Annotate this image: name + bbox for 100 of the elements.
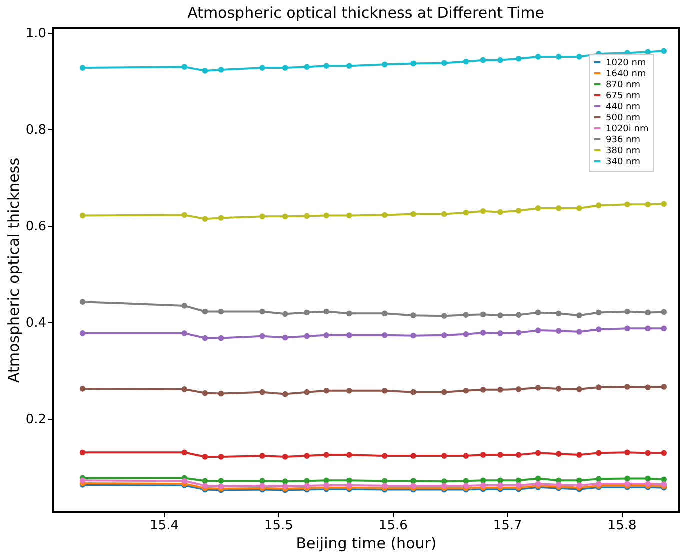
point xyxy=(516,452,522,458)
point xyxy=(324,452,330,458)
point xyxy=(410,453,416,459)
point xyxy=(182,478,188,484)
point xyxy=(410,211,416,218)
point xyxy=(645,476,652,482)
x-tick-label: 15.5 xyxy=(264,518,294,534)
point xyxy=(282,391,288,398)
point xyxy=(410,483,416,489)
point xyxy=(382,388,388,394)
y-tick-label: 0.8 xyxy=(26,122,46,138)
point xyxy=(576,386,582,392)
point xyxy=(441,313,448,319)
legend-label: 1640 nm xyxy=(606,70,646,80)
point xyxy=(645,202,652,208)
point xyxy=(661,384,668,390)
point xyxy=(624,476,630,482)
point xyxy=(624,308,630,315)
point xyxy=(202,308,208,315)
point xyxy=(304,333,310,340)
point xyxy=(304,213,310,220)
point xyxy=(480,330,486,336)
point xyxy=(556,54,562,60)
point xyxy=(218,67,224,73)
point xyxy=(182,303,188,309)
x-tick-label: 15.4 xyxy=(150,518,179,534)
point xyxy=(324,332,330,338)
point xyxy=(463,210,470,216)
point xyxy=(218,308,224,315)
point xyxy=(260,483,266,489)
point xyxy=(182,450,188,456)
point xyxy=(80,330,86,336)
point xyxy=(498,452,504,458)
point xyxy=(516,386,522,392)
point xyxy=(463,58,470,65)
point xyxy=(324,308,330,315)
point xyxy=(576,452,582,458)
point xyxy=(463,388,470,394)
point xyxy=(324,482,330,488)
point xyxy=(516,482,522,488)
point xyxy=(535,328,542,334)
point xyxy=(661,201,668,208)
point xyxy=(645,450,652,456)
point xyxy=(463,312,470,318)
point xyxy=(463,332,470,338)
point xyxy=(645,310,652,316)
point xyxy=(346,388,352,394)
point xyxy=(346,332,352,338)
point xyxy=(624,450,630,456)
point xyxy=(202,390,208,396)
point xyxy=(382,62,388,68)
legend-label: 380 nm xyxy=(606,146,641,156)
point xyxy=(218,390,224,397)
point xyxy=(182,64,188,70)
point xyxy=(661,326,668,332)
point xyxy=(382,453,388,459)
point xyxy=(480,452,486,458)
point xyxy=(80,450,86,456)
point xyxy=(624,326,630,332)
point xyxy=(535,476,542,482)
point xyxy=(324,388,330,394)
point xyxy=(282,214,288,220)
point xyxy=(516,208,522,214)
point xyxy=(516,56,522,62)
legend-label: 870 nm xyxy=(606,80,641,90)
point xyxy=(556,310,562,317)
point xyxy=(498,209,504,216)
point xyxy=(304,310,310,316)
point xyxy=(516,312,522,318)
x-tick-label: 15.6 xyxy=(378,518,408,534)
point xyxy=(441,483,448,489)
legend-label: 675 nm xyxy=(606,92,641,102)
point xyxy=(535,206,542,212)
legend-label: 936 nm xyxy=(606,136,641,146)
point xyxy=(596,310,602,316)
point xyxy=(498,312,504,319)
point xyxy=(382,483,388,489)
point xyxy=(202,68,208,74)
point xyxy=(260,214,266,220)
point xyxy=(202,216,208,222)
point xyxy=(661,48,668,54)
point xyxy=(324,212,330,219)
point xyxy=(410,332,416,339)
point xyxy=(346,452,352,458)
point xyxy=(441,453,448,459)
point xyxy=(480,387,486,393)
point xyxy=(304,64,310,70)
point xyxy=(382,212,388,218)
x-axis-title: Beijing time (hour) xyxy=(296,534,437,552)
point xyxy=(382,332,388,338)
point xyxy=(282,311,288,318)
y-tick-label: 0.4 xyxy=(26,316,46,331)
x-tick-label: 15.8 xyxy=(608,518,637,534)
point xyxy=(260,453,266,459)
point xyxy=(260,65,266,71)
legend-label: 1020i nm xyxy=(606,124,649,134)
point xyxy=(596,476,602,482)
point xyxy=(463,453,470,459)
point xyxy=(596,384,602,390)
point xyxy=(498,387,504,393)
